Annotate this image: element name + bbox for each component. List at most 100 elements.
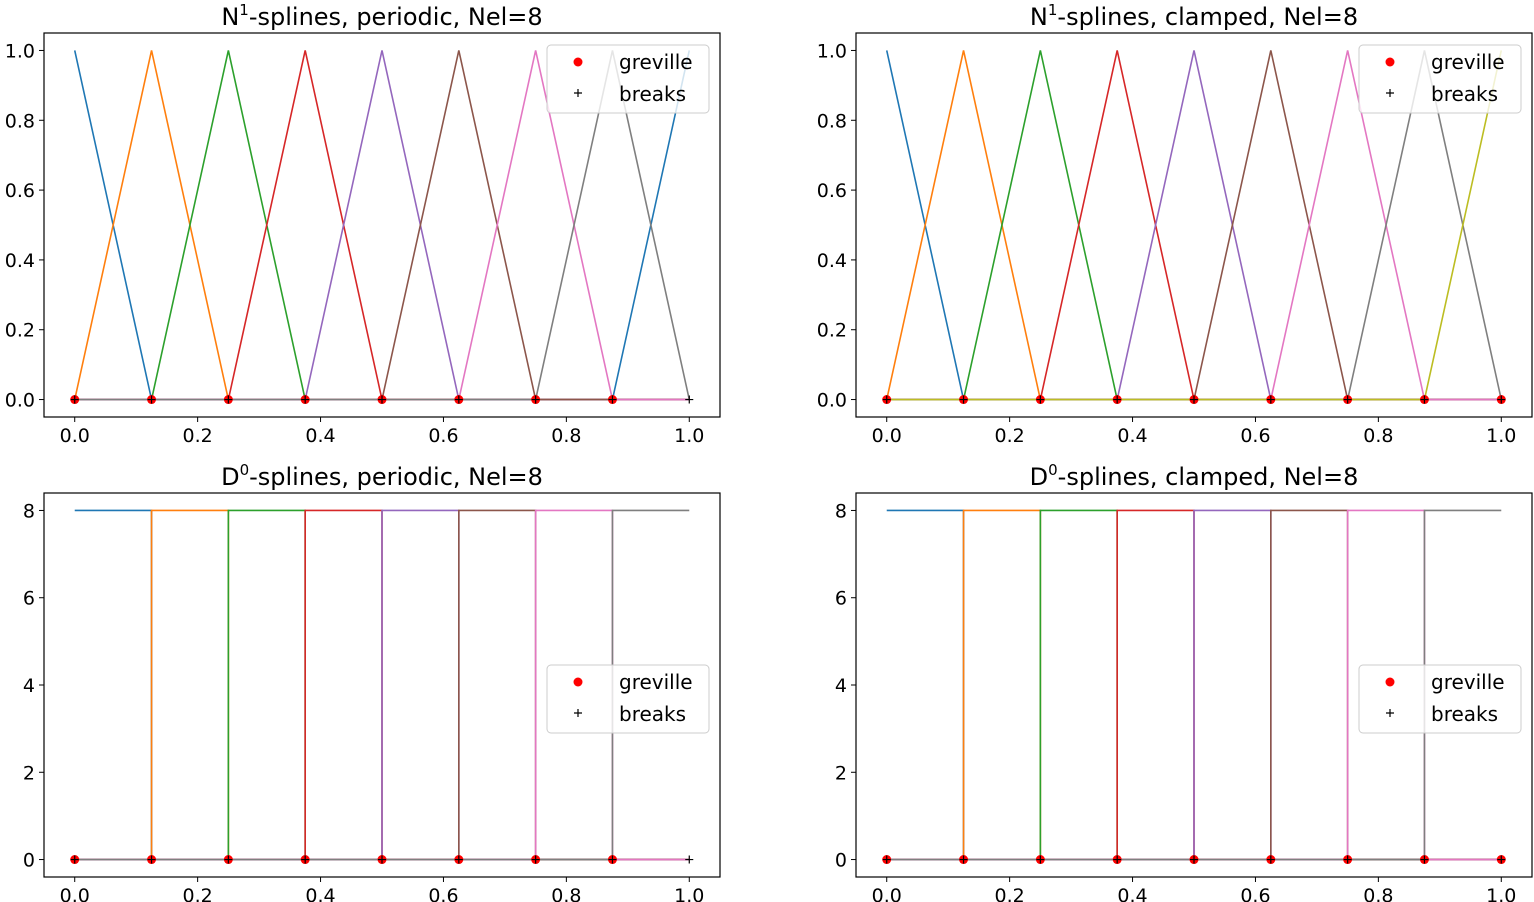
title-base: D [1030,463,1048,491]
y-tick-label: 0.4 [817,250,847,272]
y-tick-label: 0.4 [5,250,35,272]
subplot-4: D0-splines, clamped, Nel=80.0 0.2 0.4 0.6 0.… [835,461,1533,902]
legend-label-breaks: breaks [1431,82,1498,106]
y-tick-label: 0.2 [5,320,35,342]
legend-label-breaks: breaks [1431,702,1498,726]
legend: greville breaks [546,44,710,114]
break-marker [1497,855,1506,864]
axes-frame [43,32,721,418]
break-marker [685,855,694,864]
x-tick-label: 0.2 [183,425,213,447]
break-marker [1497,395,1506,404]
break-marker [531,855,540,864]
chart-title: N1-splines, periodic, Nel=8 [221,1,542,31]
x-tick-label: 0.4 [1117,425,1147,447]
x-tick-label: 0.0 [60,425,90,447]
break-marker [147,855,156,864]
break-marker [959,855,968,864]
y-tick-label: 0.8 [817,110,847,132]
x-tick-label: 0.6 [1240,885,1270,902]
y-tick-label: 0.2 [817,320,847,342]
x-tick-label: 0.0 [872,425,902,447]
y-tick-label: 0 [23,850,35,872]
y-tick-label: 4 [23,675,35,697]
x-tick-label: 0.8 [551,425,581,447]
axes-frame [855,32,1533,418]
title-sup: 1 [1048,1,1058,19]
legend-breaks-marker [574,709,582,717]
x-tick-label: 0.0 [60,885,90,902]
title-sup: 0 [1048,461,1058,479]
legend-label-greville: greville [619,50,693,74]
legend-label-breaks: breaks [619,702,686,726]
break-marker [1036,855,1045,864]
x-tick-label: 1.0 [674,885,704,902]
title-sup: 0 [240,461,250,479]
y-tick-label: 0.0 [817,390,847,412]
x-tick-label: 0.2 [995,885,1025,902]
legend: greville breaks [1358,44,1522,114]
title-rest: -splines, clamped, Nel=8 [1058,463,1359,491]
break-marker [1266,855,1275,864]
break-marker [147,395,156,404]
break-marker [378,855,386,864]
subplot-1: N1-splines, periodic, Nel=8 0.0 0.2 0.4 0.6 0… [5,1,721,447]
x-tick-label: 0.6 [1240,425,1270,447]
y-tick-label: 1.0 [817,40,847,62]
x-tick-label: 0.0 [872,885,902,902]
break-marker [1343,395,1352,404]
title-base: N [221,3,239,31]
y-tick-label: 4 [835,675,847,697]
break-marker [1420,395,1429,404]
legend-label-greville: greville [619,670,693,694]
y-tick-label: 2 [835,762,847,784]
break-marker [301,855,310,864]
break-marker [70,855,79,864]
y-tick-label: 6 [23,588,35,610]
break-marker [1420,855,1429,864]
legend-box [546,664,710,734]
break-marker [608,855,617,864]
title-rest: -splines, clamped, Nel=8 [1057,3,1358,31]
legend: greville breaks [546,664,710,734]
title-rest: -splines, periodic, Nel=8 [249,463,543,491]
y-tick-label: 0 [835,850,847,872]
subplot-2: N1-splines, clamped, Nel=8 0.0 0.2 0.4 0.6 0.… [817,1,1533,447]
x-tick-label: 0.6 [428,425,458,447]
x-tick-label: 0.6 [428,885,458,902]
y-tick-label: 2 [23,762,35,784]
x-tick-label: 0.8 [1363,425,1393,447]
break-marker [959,395,968,404]
x-tick-label: 1.0 [1486,425,1516,447]
legend-label-greville: greville [1431,50,1505,74]
y-tick-label: 1.0 [5,40,35,62]
y-tick-label: 0.6 [817,180,847,202]
break-marker [1113,395,1122,404]
y-tick-label: 0.8 [5,110,35,132]
break-marker [224,855,233,864]
legend-box [546,44,710,114]
break-marker [1343,855,1352,864]
legend-label-breaks: breaks [619,82,686,106]
x-tick-label: 1.0 [1486,885,1516,902]
break-marker [1190,855,1198,864]
subplot-3: D0-splines, periodic, Nel=80.0 0.2 0.4 0.6 0… [23,461,721,902]
break-marker [1036,395,1045,404]
legend-label-greville: greville [1431,670,1505,694]
y-tick-label: 0.0 [5,390,35,412]
break-marker [70,395,79,404]
break-marker [1266,395,1275,404]
legend-greville-marker [573,57,583,67]
title-base: N [1030,3,1048,31]
x-tick-label: 0.8 [1363,885,1393,902]
legend-greville-marker [573,677,583,687]
break-marker [454,855,463,864]
legend-breaks-marker [1386,89,1394,97]
x-tick-label: 0.4 [305,885,335,902]
x-tick-label: 1.0 [674,425,704,447]
break-marker [454,395,463,404]
chart-title: D0-splines, clamped, Nel=8 [1030,461,1359,491]
legend-greville-marker [1385,677,1395,687]
break-marker [1190,395,1198,404]
